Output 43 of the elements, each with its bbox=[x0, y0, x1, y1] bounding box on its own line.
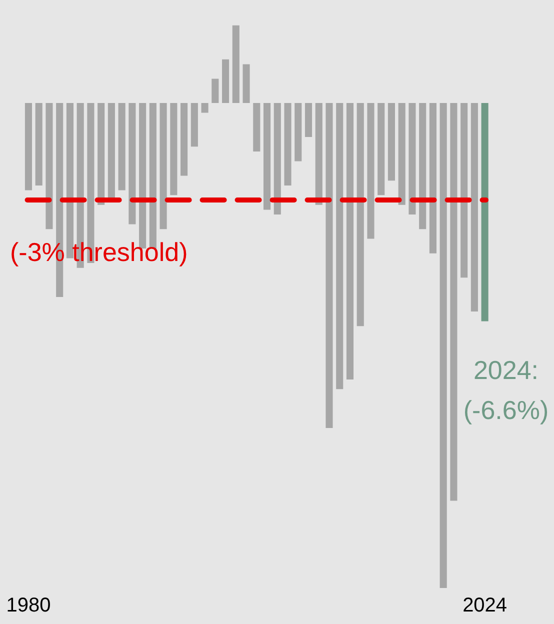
bar bbox=[222, 59, 230, 103]
bar bbox=[346, 103, 354, 380]
bar bbox=[284, 103, 292, 186]
bar bbox=[242, 64, 250, 103]
bar bbox=[440, 103, 447, 588]
bar bbox=[274, 103, 281, 215]
bar bbox=[460, 103, 468, 278]
bar bbox=[128, 103, 136, 224]
bar bbox=[378, 103, 385, 196]
bar bbox=[180, 103, 188, 176]
bar bbox=[429, 103, 436, 254]
bar bbox=[263, 103, 271, 210]
bar bbox=[408, 103, 416, 215]
bar bbox=[253, 103, 260, 152]
bar bbox=[294, 103, 302, 162]
bar bbox=[35, 103, 42, 186]
bar bbox=[98, 103, 105, 205]
x-tick-label: 2024 bbox=[462, 594, 508, 617]
bar bbox=[481, 103, 488, 322]
bar bbox=[170, 103, 178, 196]
bar bbox=[212, 78, 219, 103]
bar bbox=[304, 103, 312, 137]
bar bbox=[46, 103, 53, 230]
bar bbox=[232, 25, 240, 103]
bar bbox=[356, 103, 364, 326]
bar bbox=[388, 103, 395, 181]
bar bbox=[450, 103, 458, 501]
bar bbox=[24, 103, 32, 190]
bar bbox=[326, 103, 333, 428]
bar bbox=[419, 103, 426, 230]
x-tick-label: 1980 bbox=[6, 594, 51, 617]
bar bbox=[190, 103, 198, 147]
ref-line-label: (-3% threshold) bbox=[10, 237, 188, 268]
bar bbox=[201, 103, 208, 113]
bar bbox=[118, 103, 126, 190]
bar bbox=[336, 103, 344, 390]
bar bbox=[315, 103, 322, 205]
annotation: 2024: (-6.6%) bbox=[463, 355, 549, 426]
bar bbox=[160, 103, 167, 230]
bar bbox=[470, 103, 478, 312]
bar bbox=[398, 103, 406, 205]
bar bbox=[367, 103, 374, 239]
bar bbox=[66, 103, 74, 258]
